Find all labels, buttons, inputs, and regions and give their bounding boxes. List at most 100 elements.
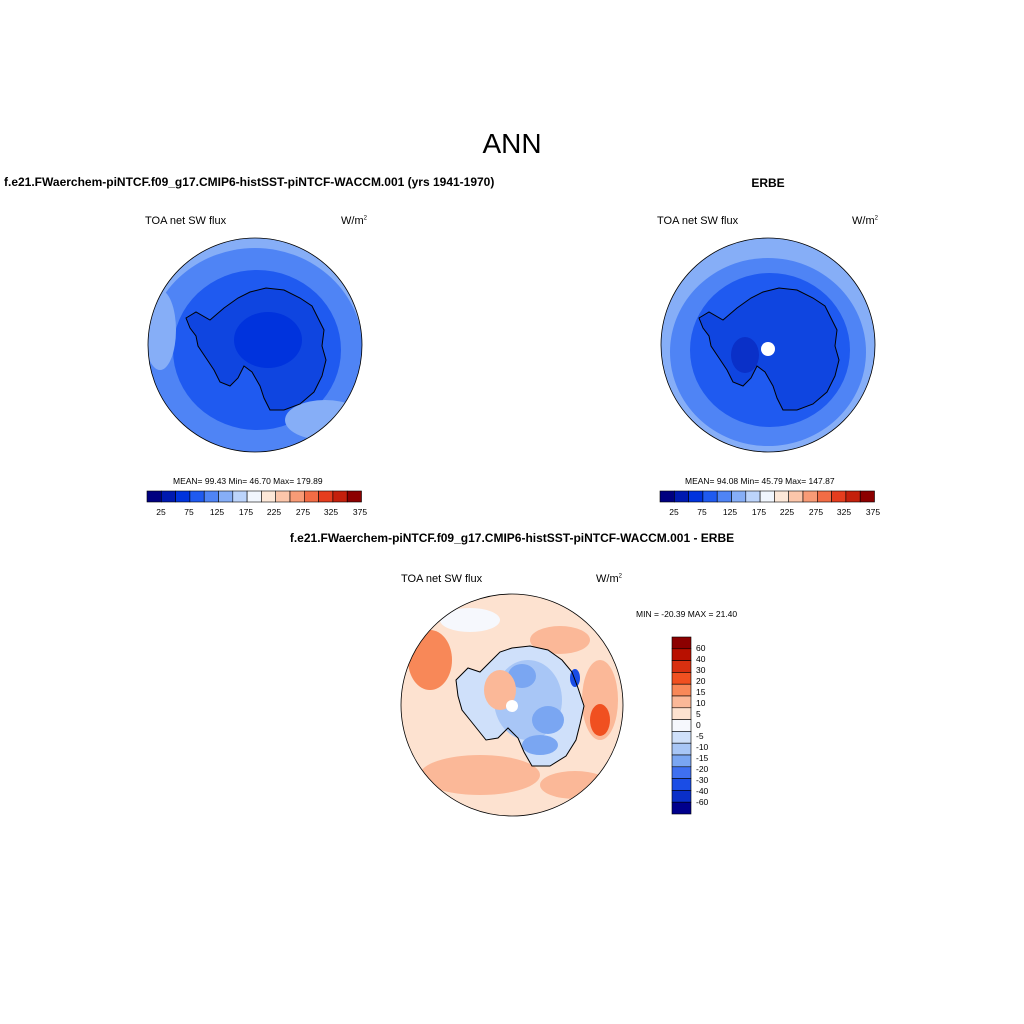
panel1-colorbar-cell [332,490,348,503]
panel3-units: W/m2 [596,573,622,585]
panel3-cbar-tick: 20 [696,676,706,686]
panel1-units-exp: 2 [363,215,367,222]
panel1-cbar-tick: 225 [266,507,282,517]
panel3-colorbar-cell [671,778,692,791]
panel3-colorbar-cell [671,636,692,650]
main-title: ANN [482,128,542,159]
panel3-cbar-tick: 30 [696,665,706,675]
panel2-colorbar-cell [859,490,875,503]
panel2-colorbar-cell [745,490,761,503]
panel3-cbar-tick: 5 [696,709,701,719]
panel2-colorbar-cell [788,490,804,503]
panel1-cbar-tick: 275 [295,507,311,517]
panel3-colorbar-cell [671,695,692,709]
panel3-colorbar-cell [671,683,692,697]
panel2-cbar-tick: 25 [669,507,679,517]
panel1-cbar-tick: 75 [184,507,194,517]
panel2-colorbar-cell [774,490,790,503]
panel1-colorbar-cell [218,490,234,503]
panel1-colorbar-cell [303,490,319,503]
panel1-colorbar-cell [203,490,219,503]
panel2-cbar-tick: 375 [865,507,881,517]
panel3-colorbar-cell [671,707,692,720]
panel3-cbar-tick: -10 [696,742,709,752]
panel2-colorbar-cell [716,490,732,503]
panel3-cbar-tick: -15 [696,753,709,763]
panel1-cbar-tick: 125 [209,507,225,517]
panel1-colorbar-cell [189,490,205,503]
panel1-field-label: TOA net SW flux [145,215,227,227]
panel3-colorbar-cell [671,754,692,768]
panel2-units-base: W/m [852,215,875,227]
panel1-colorbar-cell [261,490,276,503]
panel2-colorbar-cell [802,490,818,503]
panel3-cbar-tick: -20 [696,764,709,774]
panel1-units: W/m2 [341,215,367,227]
panel1-colorbar-cell [246,490,262,503]
panel3-cbar-tick: 40 [696,654,706,664]
panel1-colorbar-cell [146,490,162,503]
panel3-stats: MIN = -20.39 MAX = 21.40 [636,609,738,619]
panel2-colorbar-cell [845,490,861,503]
panel1-colorbar-cell [318,490,334,503]
panel3-colorbar [671,636,692,815]
panel3-units-exp: 2 [618,573,622,580]
panel3-field-label: TOA net SW flux [401,573,483,585]
panel2-colorbar-cell [688,490,704,503]
panel3-cbar-tick: 10 [696,698,706,708]
panel3-colorbar-cell [671,672,692,685]
panel1-cbar-tick: 325 [323,507,339,517]
panel3-polar-map [400,593,624,817]
panel2-cbar-tick: 225 [779,507,795,517]
panel2-cbar-tick: 275 [808,507,824,517]
panel3-cbar-tick: -40 [696,786,709,796]
panel2-units: W/m2 [852,215,878,227]
panel2-colorbar-cell [659,490,675,503]
panel3-colorbar-cell [671,766,692,779]
panel1-colorbar-cell [289,490,305,503]
panel3-cbar-tick: -30 [696,775,709,785]
panel2-polar-map [660,237,876,453]
panel2-colorbar-cell [831,490,847,503]
panel2-cbar-tick: 125 [722,507,738,517]
panel1-colorbar-cell [161,490,176,503]
panel2-colorbar-cell [702,490,718,503]
panel3-title: f.e21.FWaerchem-piNTCF.f09_g17.CMIP6-his… [289,531,735,545]
panel1-units-base: W/m [341,215,364,227]
panel1-cbar-tick: 175 [238,507,254,517]
panel3-colorbar-cell [671,648,692,661]
panel1-title: f.e21.FWaerchem-piNTCF.f09_g17.CMIP6-his… [4,175,495,189]
panel1-polar-map [147,237,363,453]
panel3-colorbar-cell [671,719,692,732]
panel3-cbar-tick: 60 [696,643,706,653]
panel2-cbar-tick: 175 [751,507,767,517]
panel2-cbar-tick: 325 [836,507,852,517]
panel1-cbar-tick: 25 [156,507,166,517]
panel2-colorbar-cell [731,490,747,503]
panel3-cbar-tick: -5 [696,731,704,741]
panel3-colorbar-cell [671,790,692,803]
panel2-colorbar-cell [673,490,689,503]
panel3-colorbar-cell [671,742,692,756]
panel2-colorbar-cell [816,490,832,503]
panel2-colorbar-cell [759,490,775,503]
panel1-colorbar-cell [275,490,291,503]
panel1-colorbar-cell [346,490,362,503]
panel2-cbar-tick: 75 [697,507,707,517]
panel1-cbar-tick: 375 [352,507,368,517]
panel2-title: ERBE [751,176,785,190]
panel3-cbar-tick: -60 [696,797,709,807]
panel3-colorbar-cell [671,660,692,673]
panel3-colorbar-cell [671,731,692,744]
panel3-units-base: W/m [596,573,619,585]
panel1-stats: MEAN= 99.43 Min= 46.70 Max= 179.89 [173,476,323,486]
panel2-colorbar [659,490,875,503]
panel2-stats: MEAN= 94.08 Min= 45.79 Max= 147.87 [685,476,835,486]
panel2-field-label: TOA net SW flux [657,215,739,227]
panel1-colorbar [146,490,362,503]
panel1-colorbar-cell [175,490,191,503]
panel3-colorbar-cell [671,801,692,815]
panel3-cbar-tick: 0 [696,720,701,730]
